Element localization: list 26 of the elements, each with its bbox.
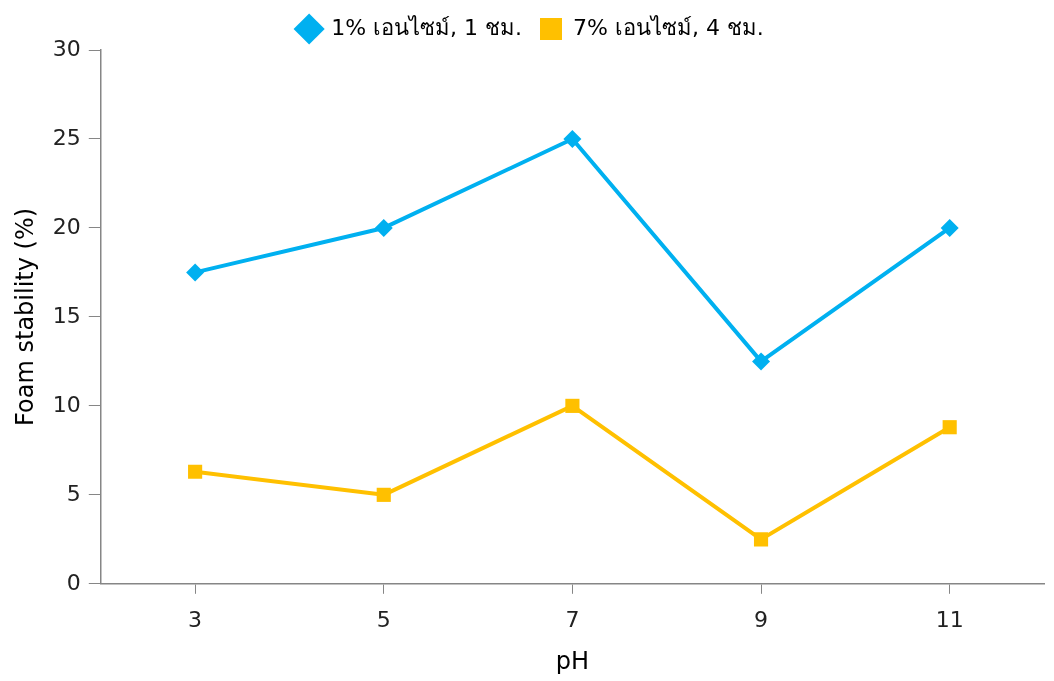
legend-label: 7% เอนไซม์, 4 ชม. — [573, 14, 764, 40]
y-tick-label: 5 — [66, 480, 81, 506]
x-tick-label: 5 — [376, 606, 391, 632]
x-tick-label: 7 — [565, 606, 580, 632]
y-tick-label: 20 — [52, 213, 81, 239]
point — [376, 487, 391, 502]
x-tick-label: 3 — [188, 606, 203, 632]
x-tick-label: 11 — [935, 606, 964, 632]
y-tick-label: 25 — [52, 124, 81, 150]
x-axis-title: pH — [555, 646, 590, 675]
y-tick-label: 10 — [52, 391, 81, 417]
point — [186, 263, 205, 282]
legend-label: 1% เอนไซม์, 1 ชม. — [331, 14, 523, 40]
point — [565, 398, 580, 413]
y-tick-label: 15 — [52, 302, 81, 328]
point — [563, 129, 582, 148]
y-axis-title: Foam stability (%) — [10, 207, 39, 426]
y-tick-label: 30 — [52, 35, 81, 61]
point — [942, 420, 957, 435]
point — [188, 464, 203, 479]
point — [940, 218, 959, 237]
y-tick-label: 0 — [66, 569, 81, 595]
point — [374, 218, 393, 237]
x-tick-label: 9 — [754, 606, 769, 632]
point — [752, 352, 771, 371]
point — [753, 532, 769, 547]
